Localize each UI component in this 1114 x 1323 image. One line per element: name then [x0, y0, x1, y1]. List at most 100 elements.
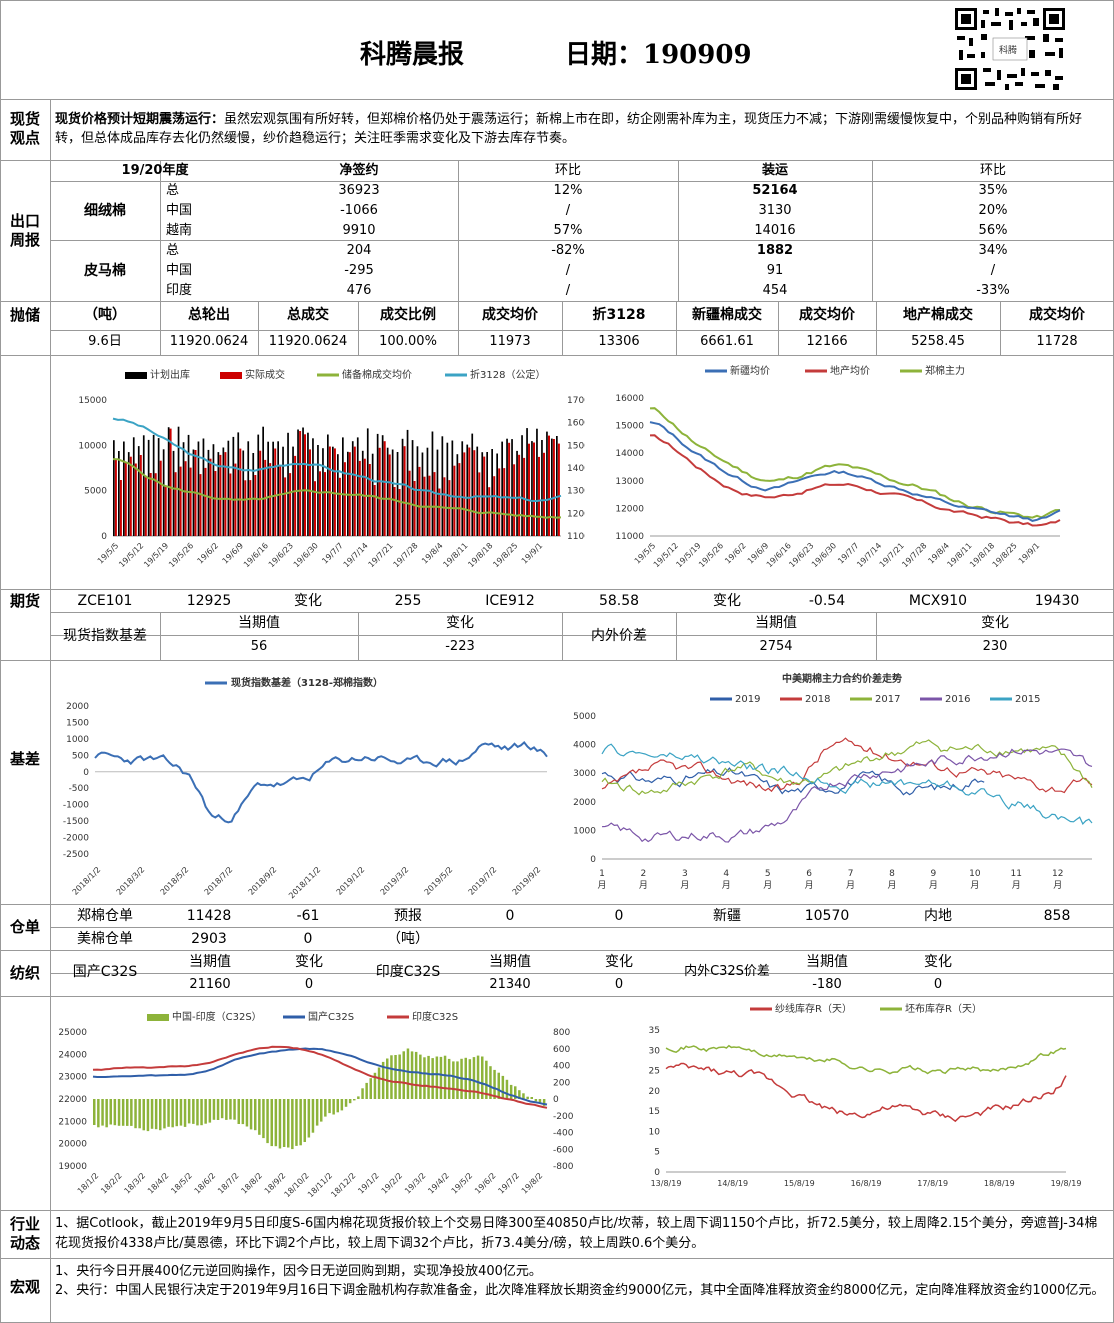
c1-bar-deal-86: [543, 452, 545, 536]
c1-bar-plan-79: [506, 438, 508, 536]
c1-bar-plan-76: [491, 449, 493, 536]
export-cell-1-0-3: 1882: [756, 243, 794, 258]
c5-bar-23: [187, 1099, 191, 1124]
c6-y-2: 25: [649, 1067, 660, 1077]
c5-bar-72: [390, 1055, 393, 1099]
c3-x-2: 2018/5/2: [159, 865, 191, 897]
c5-bar-43: [270, 1099, 273, 1147]
c1-bar-plan-55: [386, 447, 389, 536]
c5-bar-34: [233, 1099, 236, 1120]
c5-bar-50: [299, 1099, 302, 1146]
export-cell-1-2-0: 印度: [166, 283, 193, 298]
c5-bar-82: [431, 1058, 434, 1099]
export-cell-0-0-0: 总: [166, 183, 180, 198]
c5-yl-0: 25000: [58, 1028, 87, 1038]
c5-yl-2: 23000: [58, 1073, 87, 1083]
c5-bar-10: [134, 1099, 137, 1129]
c1-bar-plan-0: [113, 440, 115, 536]
reserve-value-7: 12166: [806, 334, 848, 349]
reserve-value-3: 100.00%: [379, 334, 437, 349]
c2-x-4: 19/6/2: [723, 541, 748, 566]
c4-x-unit-3: 月: [722, 880, 731, 891]
export-cell-1-1-4: /: [990, 263, 996, 278]
c4-line-2015: [601, 743, 1093, 825]
reserve-value-6: 6661.61: [700, 334, 754, 349]
c1-legend-plan-swatch: [125, 372, 147, 379]
c1-bar-plan-84: [531, 441, 533, 536]
c6-y-4: 15: [649, 1107, 660, 1117]
c6-x-4: 17/8/19: [917, 1179, 948, 1188]
c5-bar-68: [373, 1072, 377, 1099]
basis-label: 现货指数基差: [63, 628, 147, 644]
c6-x-3: 16/8/19: [851, 1179, 882, 1188]
c5-bar-63: [353, 1099, 356, 1101]
c5-bar-108: [538, 1099, 542, 1103]
c1-yl-0: 15000: [78, 396, 107, 406]
c5-bar-49: [295, 1099, 298, 1146]
c1-bar-deal-1: [119, 480, 122, 536]
c1-legend-3128: 折3128（公定）: [470, 368, 545, 381]
warrant-r1-8: 内地: [924, 908, 952, 924]
c1-bar-plan-61: [416, 446, 419, 536]
c5-x-4: 18/5/2: [169, 1171, 194, 1196]
c1-bar-plan-19: [207, 449, 210, 536]
c5-x-1: 18/2/2: [99, 1171, 124, 1196]
c3-x-5: 2018/11/2: [287, 865, 322, 900]
c1-bar-deal-51: [368, 464, 371, 536]
c1-bar-deal-56: [393, 487, 396, 536]
c1-bar-plan-21: [217, 452, 220, 536]
futures-cell-9: 19430: [1034, 593, 1080, 609]
c5-bar-92: [472, 1057, 476, 1099]
c5-yr-4: 0: [553, 1095, 559, 1105]
futures-cell-6: 变化: [713, 593, 741, 609]
c5-x-14: 19/3/2: [403, 1171, 428, 1196]
c5-legend-diff-swatch: [147, 1014, 169, 1021]
c5-bar-27: [204, 1099, 207, 1124]
c5-bar-8: [126, 1099, 129, 1126]
spread-h3: 当期值: [755, 615, 797, 631]
c1-bar-plan-56: [391, 449, 394, 536]
c5-bar-61: [344, 1099, 348, 1107]
c2-x-17: 19/9/1: [1017, 541, 1042, 566]
c5-bar-46: [282, 1099, 286, 1147]
c5-bar-39: [254, 1099, 257, 1131]
c1-bar-deal-55: [388, 454, 391, 536]
c3-y-7: -1500: [63, 817, 89, 827]
c2-x-8: 19/6/30: [810, 541, 838, 569]
c5-yr-8: -800: [553, 1162, 574, 1172]
c4-x-num-10: 11: [1011, 869, 1022, 879]
chart-c32s-yarn: 中国-印度（C32S） 国产C32S 印度C32S 25000 24000 23000 22…: [58, 1010, 574, 1199]
basis-h1: 当期值: [238, 615, 280, 631]
c1-bar-plan-54: [381, 435, 384, 536]
futures-cell-7: -0.54: [808, 593, 846, 609]
c5-bar-102: [514, 1086, 517, 1099]
c5-bar-53: [311, 1099, 315, 1133]
c6-y-0: 35: [649, 1026, 660, 1036]
export-header-mom1: 环比: [554, 163, 581, 178]
export-cell-1-2-3: 454: [762, 283, 788, 298]
c6-y-6: 5: [654, 1148, 660, 1158]
c1-yl-1: 10000: [78, 441, 107, 451]
export-cell-1-1-0: 中国: [166, 263, 193, 278]
export-cell-1-0-4: 34%: [978, 243, 1008, 258]
c1-bar-plan-46: [342, 437, 344, 536]
warrant-r2-0: 美棉仓单: [77, 931, 133, 947]
c4-x-num-9: 10: [969, 869, 981, 879]
futures-cell-0: ZCE101: [77, 593, 133, 609]
c5-line-in: [92, 1045, 548, 1109]
c1-bar-plan-85: [536, 428, 538, 536]
c1-bar-plan-1: [118, 451, 120, 536]
c1-bar-plan-64: [431, 431, 434, 536]
c5-bar-78: [414, 1051, 418, 1099]
report-title: 科腾晨报: [360, 40, 465, 70]
c4-y-2: 3000: [573, 769, 596, 779]
c4-legend-1: 2018: [805, 694, 830, 705]
c4-legend-2: 2017: [875, 694, 900, 705]
c1-bar-deal-18: [204, 467, 207, 536]
export-cell-1-0-2: -82%: [551, 243, 585, 258]
export-cell-0-0-2: 12%: [553, 183, 583, 198]
reserve-header-2: 总成交: [287, 307, 329, 323]
c1-bar-plan-34: [282, 446, 284, 536]
c1-bar-plan-12: [172, 450, 175, 536]
c1-yr-5: 12000: [567, 509, 585, 519]
